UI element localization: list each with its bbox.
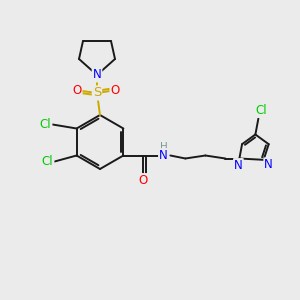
Text: H: H [160,142,167,152]
Text: O: O [72,85,82,98]
Text: S: S [93,86,101,100]
Text: N: N [93,68,101,82]
Text: N: N [159,149,168,162]
Text: Cl: Cl [256,104,267,117]
Text: N: N [264,158,273,171]
Text: O: O [110,85,120,98]
Text: Cl: Cl [42,155,53,168]
Text: N: N [234,159,243,172]
Text: O: O [139,174,148,187]
Text: Cl: Cl [40,118,51,131]
